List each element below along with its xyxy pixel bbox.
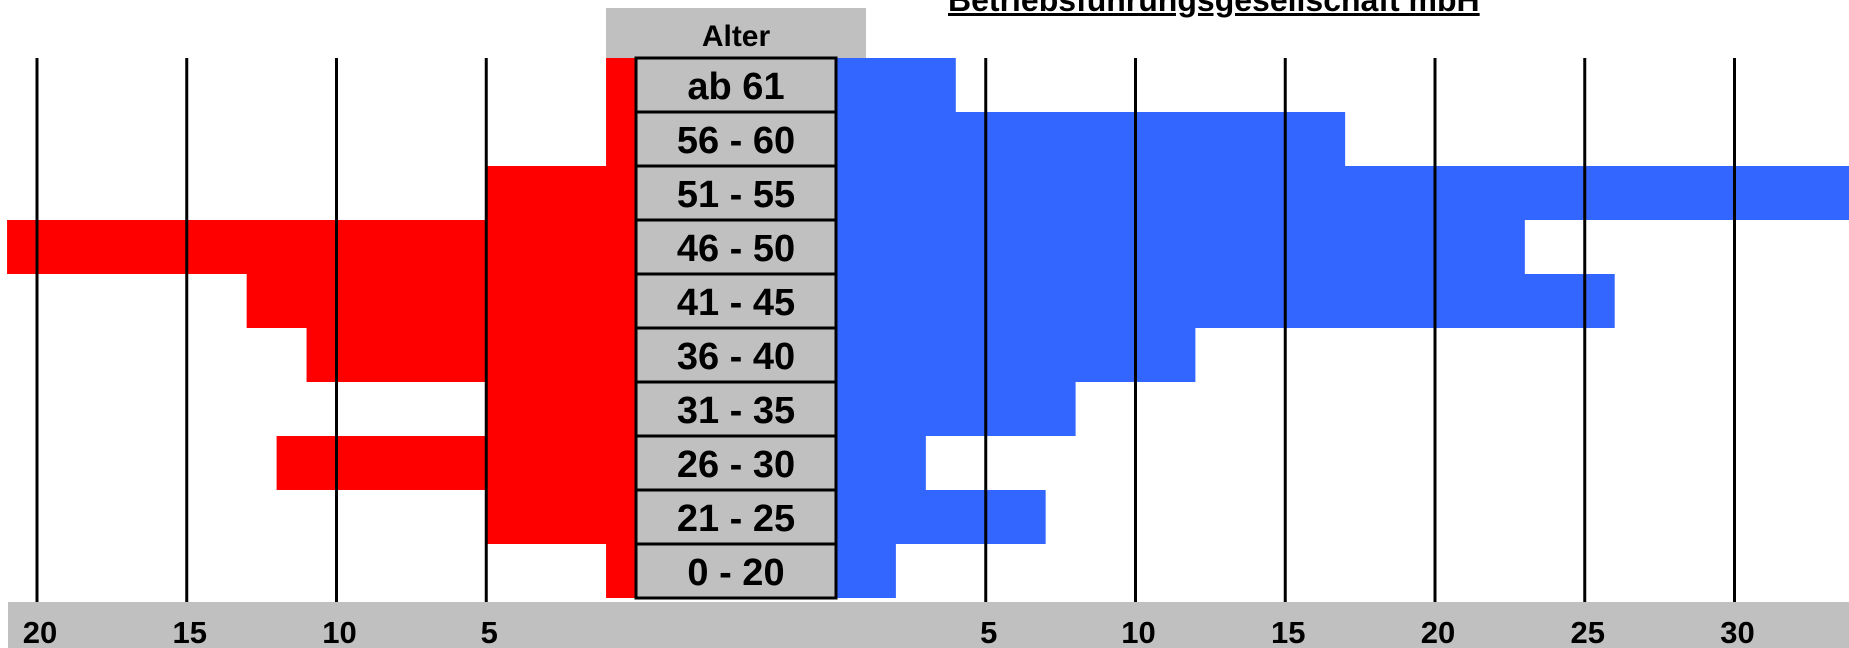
age-label-box-2: [634, 164, 838, 222]
age-label-box-5: [634, 326, 838, 384]
bar-right-0: [836, 58, 956, 112]
bar-left-5: [306, 328, 636, 382]
bar-left-1: [606, 112, 636, 166]
bar-left-4: [246, 274, 636, 328]
age-label-4: 41 - 45: [677, 282, 795, 324]
chart-title: Betriebsführungsgesellschaft mbH: [948, 0, 1480, 18]
bar-right-5: [836, 328, 1196, 382]
age-header-label: Alter: [702, 20, 771, 53]
age-label-box-7: [634, 434, 838, 492]
bar-right-9: [836, 544, 896, 598]
bar-left-2: [486, 166, 636, 220]
axis-band: [8, 602, 1849, 648]
bar-left-0: [606, 58, 636, 112]
bar-right-7: [836, 436, 926, 490]
age-label-3: 46 - 50: [677, 228, 795, 270]
bar-left-3: [7, 220, 637, 274]
tick-label-right-30: 30: [1720, 615, 1754, 648]
tick-label-left-10: 10: [322, 615, 356, 648]
age-label-1: 56 - 60: [677, 120, 795, 162]
bar-left-7: [276, 436, 636, 490]
age-label-7: 26 - 30: [677, 444, 795, 486]
bar-right-2: [836, 166, 1849, 220]
age-label-box-9: [634, 542, 838, 600]
tick-label-right-20: 20: [1421, 615, 1455, 648]
bar-right-4: [836, 274, 1615, 328]
age-header-box: [606, 8, 866, 58]
age-label-box-3: [634, 218, 838, 276]
age-label-5: 36 - 40: [677, 336, 795, 378]
bar-right-6: [836, 382, 1076, 436]
bar-left-6: [486, 382, 636, 436]
bar-left-9: [606, 544, 636, 598]
age-label-0: ab 61: [687, 66, 784, 108]
age-label-box-0: [634, 56, 838, 114]
tick-label-right-10: 10: [1121, 615, 1155, 648]
tick-label-left-5: 5: [481, 615, 498, 648]
bar-left-8: [486, 490, 636, 544]
tick-label-right-5: 5: [980, 615, 997, 648]
age-label-6: 31 - 35: [677, 390, 795, 432]
age-label-box-4: [634, 272, 838, 330]
tick-label-right-15: 15: [1271, 615, 1305, 648]
age-label-2: 51 - 55: [677, 174, 795, 216]
tick-label-left-20: 20: [23, 615, 57, 648]
age-label-9: 0 - 20: [687, 552, 784, 594]
bar-right-8: [836, 490, 1046, 544]
tick-label-right-25: 25: [1571, 615, 1605, 648]
bar-right-1: [836, 112, 1346, 166]
age-label-8: 21 - 25: [677, 498, 795, 540]
tick-label-left-15: 15: [173, 615, 207, 648]
bar-right-3: [836, 220, 1525, 274]
